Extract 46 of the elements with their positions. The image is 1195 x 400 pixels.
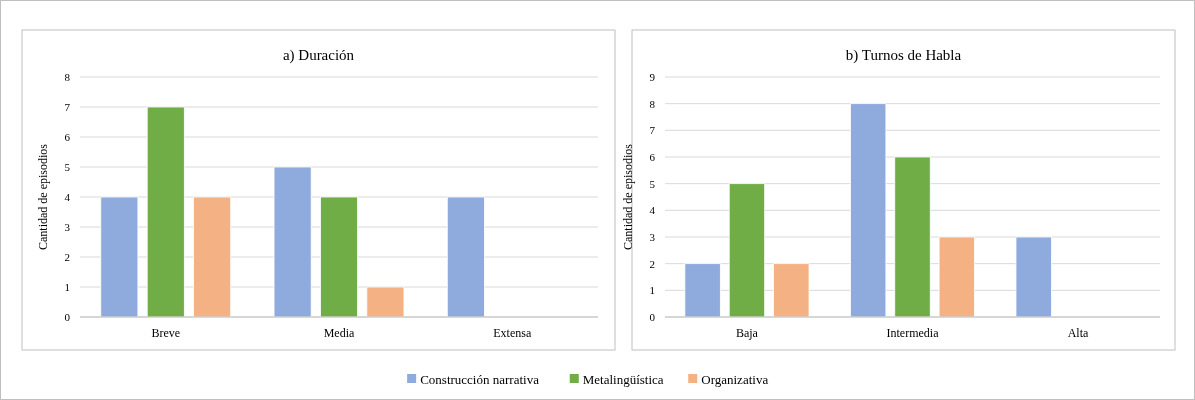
bar (728, 183, 766, 318)
legend-label: Construcción narrativa (420, 371, 540, 387)
y-tick-label: 1 (64, 280, 70, 293)
y-tick-label: 3 (649, 230, 656, 243)
y-tick-label: 2 (649, 257, 655, 270)
y-tick-label: 8 (649, 97, 656, 110)
bar (193, 196, 232, 318)
chart-title: a) Duración (282, 47, 355, 64)
bar (320, 196, 358, 318)
y-axis-title: Cantidad de episodios (621, 143, 635, 250)
legend-label: Metalingüística (582, 371, 664, 387)
x-tick-label: Alta (1067, 326, 1090, 340)
y-tick-label: 5 (649, 177, 656, 190)
x-tick-label: Breve (151, 326, 181, 340)
bar (146, 106, 185, 318)
y-tick-label: 4 (64, 190, 71, 203)
x-tick-label: Media (323, 326, 355, 340)
y-tick-label: 5 (64, 160, 71, 173)
y-tick-label: 3 (64, 220, 71, 233)
y-axis-title: Cantidad de episodios (36, 143, 50, 250)
y-tick-label: 2 (64, 250, 70, 263)
bar (446, 196, 485, 318)
bar (773, 263, 810, 318)
x-tick-label: Intermedia (886, 326, 940, 340)
bar (938, 236, 975, 318)
y-tick-label: 8 (64, 70, 71, 83)
bar (850, 103, 887, 318)
y-tick-label: 4 (649, 204, 656, 217)
bar (273, 166, 312, 318)
y-tick-label: 6 (649, 150, 656, 163)
bar (894, 156, 931, 318)
y-tick-label: 7 (649, 124, 656, 137)
legend-label: Organizativa (701, 371, 769, 387)
y-tick-label: 6 (64, 130, 71, 143)
y-tick-label: 7 (64, 100, 71, 113)
y-tick-label: 9 (649, 70, 656, 83)
bar (1015, 236, 1052, 318)
x-tick-label: Baja (735, 326, 759, 340)
chart-title: b) Turnos de Habla (845, 47, 962, 64)
bar (366, 286, 405, 318)
y-tick-label: 0 (649, 310, 656, 323)
y-tick-label: 1 (649, 284, 655, 297)
y-tick-label: 0 (64, 310, 71, 323)
bar (684, 263, 721, 318)
x-tick-label: Extensa (493, 326, 532, 340)
bar (100, 196, 139, 318)
